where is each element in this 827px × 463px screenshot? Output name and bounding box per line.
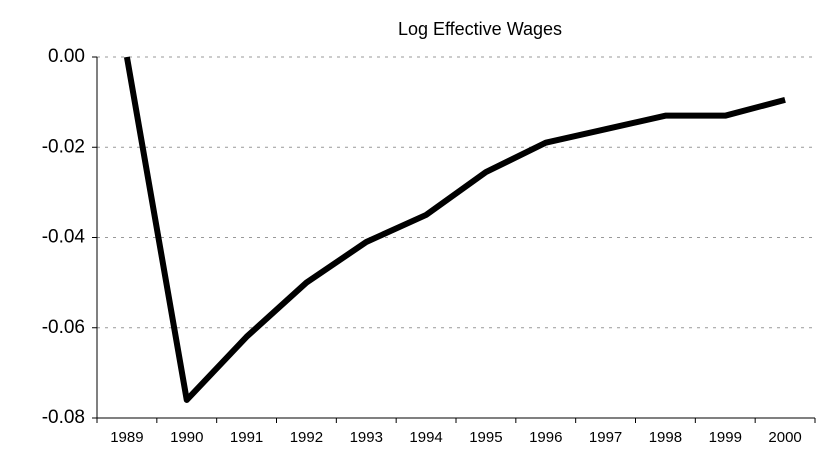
- y-tick-label: -0.06: [42, 317, 85, 338]
- x-tick-label: 1996: [529, 429, 562, 446]
- x-tick-label: 1991: [230, 429, 263, 446]
- line-series: [123, 56, 786, 403]
- y-tick-label: -0.08: [42, 407, 85, 428]
- x-tick-label: 1997: [589, 429, 622, 446]
- x-tick-label: 1998: [649, 429, 682, 446]
- x-tick-label: 1999: [709, 429, 742, 446]
- x-tick-label: 1993: [350, 429, 383, 446]
- y-tick-label: -0.02: [42, 136, 85, 157]
- x-tick-label: 1995: [469, 429, 502, 446]
- y-tick-label: -0.04: [42, 227, 86, 248]
- x-tick-label: 1992: [290, 429, 323, 446]
- x-tick-label: 1989: [110, 429, 143, 446]
- x-tick-label: 1990: [170, 429, 203, 446]
- x-tick-label: 1994: [409, 429, 442, 446]
- x-tick-label: 2000: [768, 429, 801, 446]
- chart-title: Log Effective Wages: [398, 19, 562, 39]
- y-tick-label: 0.00: [48, 46, 85, 67]
